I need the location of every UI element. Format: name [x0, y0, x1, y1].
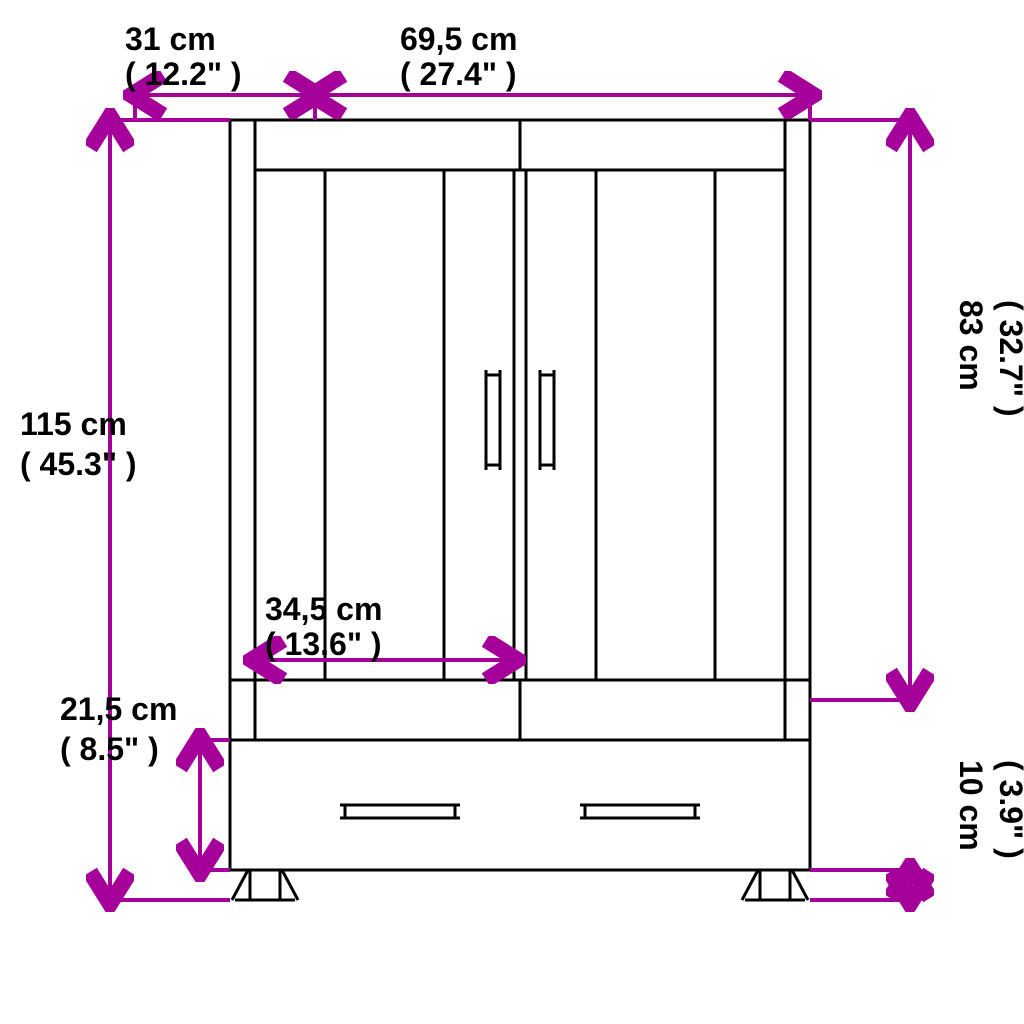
label-depth-cm: 31 cm [125, 21, 216, 57]
label-doorh-in: ( 32.7" ) [993, 300, 1024, 417]
label-doorw-in: ( 13.6" ) [265, 626, 382, 662]
label-height-in: ( 45.3" ) [20, 446, 137, 482]
label-depth-in: ( 12.2" ) [125, 56, 242, 92]
cabinet-drawing [230, 120, 810, 900]
label-width-cm: 69,5 cm [400, 21, 517, 57]
label-drawer-cm: 21,5 cm [60, 691, 177, 727]
dimension-labels: 31 cm ( 12.2" ) 69,5 cm ( 27.4" ) 115 cm… [20, 21, 1024, 859]
label-leg-cm: 10 cm [953, 760, 989, 851]
cabinet-body [230, 120, 810, 870]
drawer-handle-right [580, 805, 700, 818]
legs [232, 870, 808, 900]
label-doorh-cm: 83 cm [953, 300, 989, 391]
label-leg-in: ( 3.9" ) [993, 760, 1024, 859]
door-handle-right [540, 370, 554, 470]
label-doorw-cm: 34,5 cm [265, 591, 382, 627]
door-handle-left [486, 370, 500, 470]
label-drawer-in: ( 8.5" ) [60, 731, 159, 767]
label-height-cm: 115 cm [20, 406, 127, 442]
dimension-lines [100, 85, 920, 900]
label-width-in: ( 27.4" ) [400, 56, 517, 92]
drawer-handle-left [340, 805, 460, 818]
